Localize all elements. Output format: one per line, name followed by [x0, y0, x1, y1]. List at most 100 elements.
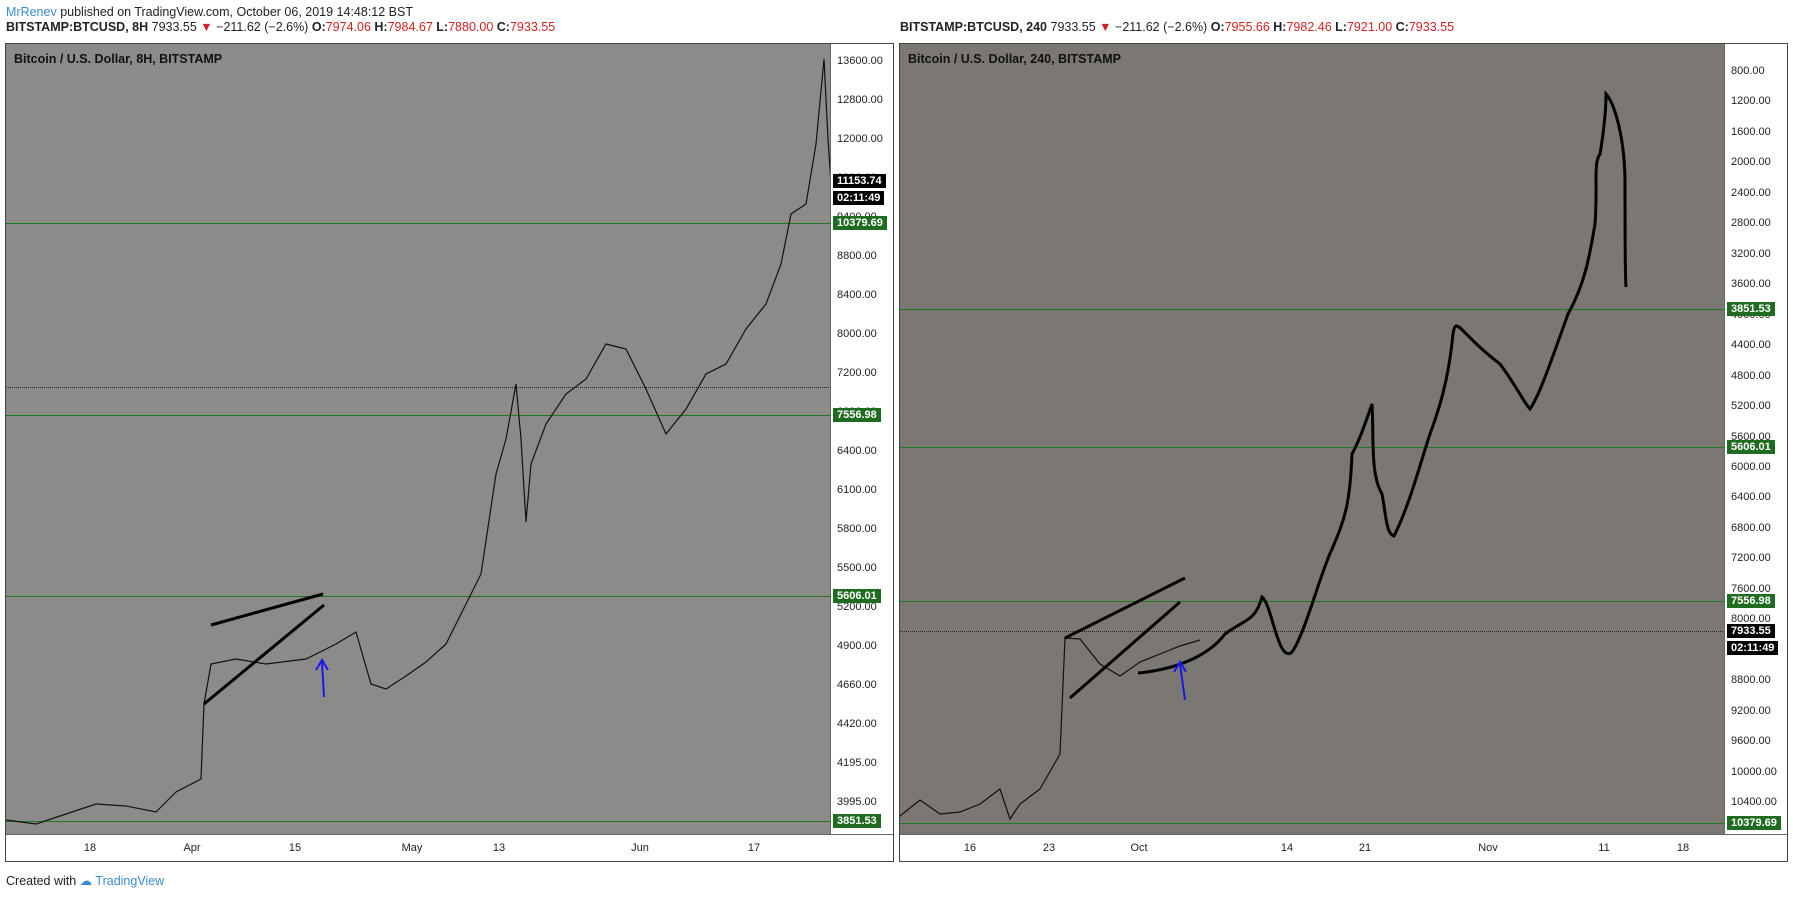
level-badge: 10379.69	[833, 216, 887, 230]
y-tick-label: 3600.00	[1731, 278, 1771, 291]
y-tick-label: 5200.00	[837, 601, 877, 613]
y-tick-label: 9600.00	[1731, 735, 1771, 748]
right-chart-panel[interactable]: Bitcoin / U.S. Dollar, 240, BITSTAMP 800…	[899, 43, 1788, 862]
left-price-axis[interactable]: 13600.0012800.0012000.009900.009400.0088…	[830, 44, 893, 835]
y-tick-label: 5500.00	[837, 562, 877, 574]
y-tick-label: 7200.00	[837, 367, 877, 379]
y-tick-label: 6400.00	[837, 445, 877, 457]
level-badge: 5606.01	[833, 589, 881, 603]
right-price-axis[interactable]: 800.00 1200.00 1600.00 2000.00 2400.00 2800.0…	[1724, 44, 1787, 835]
left-low: 7880.00	[448, 20, 494, 34]
left-o-label: O:	[311, 20, 326, 34]
level-line[interactable]	[6, 223, 831, 224]
right-low: 7921.00	[1346, 20, 1393, 34]
trendline[interactable]	[203, 603, 325, 706]
level-badge: 5606.01	[1727, 440, 1775, 454]
x-tick-label: 18	[1676, 842, 1690, 854]
left-price: 7933.55	[151, 20, 197, 34]
y-tick-label: 6000.00	[1731, 460, 1771, 473]
right-close: 7933.55	[1408, 20, 1455, 34]
level-line[interactable]	[6, 596, 831, 597]
footer: Created with ☁ TradingView	[6, 873, 164, 888]
level-line[interactable]	[900, 447, 1725, 448]
y-tick-label: 10400.00	[1731, 796, 1777, 808]
y-tick-label: 5600.00	[1731, 430, 1771, 443]
left-plot-area[interactable]: Bitcoin / U.S. Dollar, 8H, BITSTAMP	[5, 44, 832, 835]
right-plot-area[interactable]: Bitcoin / U.S. Dollar, 240, BITSTAMP	[899, 44, 1725, 835]
last-price-badge: 11153.74	[833, 174, 886, 188]
publish-info: MrRenev published on TradingView.com, Oc…	[6, 5, 413, 19]
y-tick-label: 4195.00	[837, 757, 877, 769]
x-tick-label: Nov	[1478, 842, 1498, 854]
tradingview-link[interactable]: TradingView	[95, 874, 165, 888]
x-tick-label: 15	[288, 842, 302, 854]
current-price-line	[6, 387, 831, 388]
projection-path[interactable]	[1137, 90, 1628, 675]
left-change: −211.62 (−2.6%)	[216, 20, 309, 34]
right-h-label: H:	[1273, 20, 1287, 34]
y-tick-label: 1600.00	[1731, 125, 1771, 138]
right-chart-title: Bitcoin / U.S. Dollar, 240, BITSTAMP	[908, 52, 1122, 66]
tradingview-logo-icon: ☁	[79, 874, 93, 888]
right-price-drawing	[899, 90, 1628, 821]
x-tick-label: May	[401, 842, 423, 854]
right-o-label: O:	[1210, 20, 1225, 34]
y-tick-label: 2800.00	[1731, 217, 1771, 230]
y-tick-label: 8400.00	[837, 289, 877, 301]
x-tick-label: 11	[1598, 842, 1610, 854]
y-tick-label: 3995.00	[837, 796, 877, 808]
left-close: 7933.55	[509, 20, 556, 34]
y-tick-label: 9200.00	[1731, 704, 1771, 717]
y-tick-label: 4400.00	[1731, 339, 1771, 352]
created-with-text: Created with	[6, 874, 77, 888]
level-badge: 7556.98	[1727, 594, 1775, 608]
y-tick-label: 4660.00	[837, 679, 877, 691]
y-tick-label: 8800.00	[837, 250, 877, 262]
x-tick-label: Apr	[183, 842, 201, 854]
left-time-axis[interactable]: 18 Apr 15 May 13 Jun 17	[6, 834, 893, 861]
left-h-label: H:	[374, 20, 388, 34]
up-arrow-icon	[315, 658, 329, 671]
trendline[interactable]	[1064, 576, 1186, 640]
x-tick-label: 23	[1042, 842, 1056, 854]
y-tick-label: 3200.00	[1731, 247, 1771, 260]
x-tick-label: Oct	[1130, 842, 1148, 854]
level-line[interactable]	[6, 821, 831, 822]
level-line[interactable]	[6, 415, 831, 416]
author-link[interactable]: MrRenev	[6, 5, 57, 19]
left-chart-panel[interactable]: Bitcoin / U.S. Dollar, 8H, BITSTAMP 1360…	[5, 43, 894, 862]
trendline[interactable]	[1069, 600, 1181, 700]
level-badge: 10379.69	[1727, 816, 1781, 830]
x-tick-label: 17	[747, 842, 761, 854]
left-price-drawing	[5, 58, 832, 825]
right-open: 7955.66	[1224, 20, 1270, 34]
x-tick-label: 13	[492, 842, 506, 854]
timer-badge: 02:11:49	[833, 191, 885, 205]
y-tick-label: 6100.00	[837, 484, 877, 496]
y-tick-label: 4800.00	[1731, 369, 1771, 382]
right-time-axis[interactable]: 16 23 Oct 14 21 Nov 11 18	[900, 834, 1787, 861]
current-price-line	[900, 631, 1725, 632]
trendline[interactable]	[210, 592, 324, 627]
y-tick-label: 5800.00	[837, 523, 877, 535]
y-tick-label: 2400.00	[1731, 186, 1771, 199]
right-symbol: BITSTAMP:BTCUSD, 240	[900, 20, 1048, 34]
left-c-label: C:	[496, 20, 510, 34]
level-line[interactable]	[900, 823, 1725, 824]
y-tick-label: 12000.00	[837, 133, 883, 145]
up-arrow-icon	[321, 661, 325, 698]
x-tick-label: 16	[963, 842, 977, 854]
y-tick-label: 4420.00	[837, 718, 877, 730]
left-l-label: L:	[436, 20, 449, 34]
last-price-badge: 7933.55	[1727, 624, 1775, 638]
left-high: 7984.67	[387, 20, 433, 34]
down-triangle-icon: ▼	[1099, 20, 1112, 34]
publish-text: published on TradingView.com, October 06…	[60, 5, 413, 19]
y-tick-label: 800.00	[1731, 65, 1765, 77]
left-ohlc-legend: BITSTAMP:BTCUSD, 8H 7933.55 ▼ −211.62 (−…	[6, 20, 555, 34]
level-badge: 3851.53	[1727, 302, 1775, 316]
left-symbol: BITSTAMP:BTCUSD, 8H	[6, 20, 149, 34]
up-arrow-icon	[1173, 660, 1187, 673]
level-line[interactable]	[900, 309, 1725, 310]
down-triangle-icon: ▼	[200, 20, 213, 34]
